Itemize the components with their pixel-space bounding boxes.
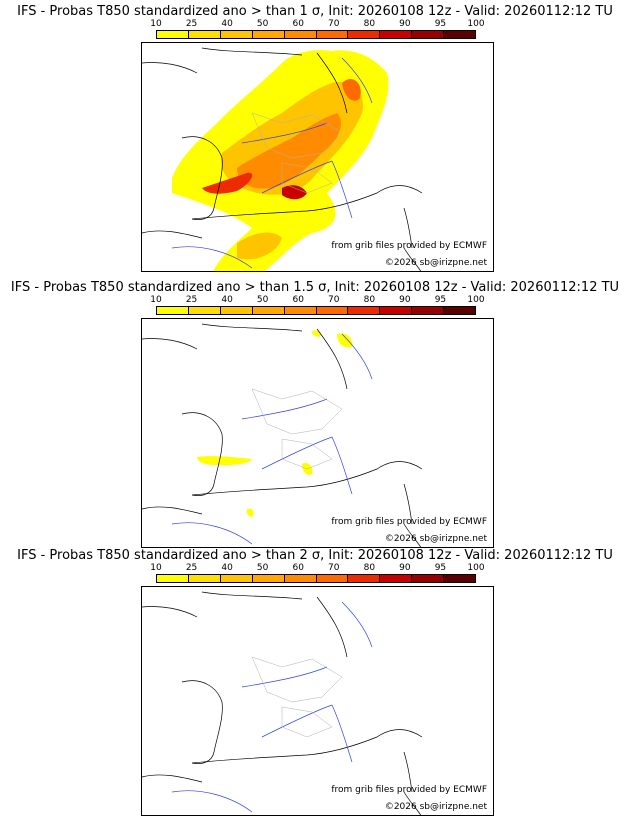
scale-tick-label: 95: [434, 19, 447, 29]
source-credit: from grib files provided by ECMWF: [331, 517, 487, 527]
rivers: [171, 601, 373, 813]
scale-swatch: [188, 307, 221, 314]
map-svg: [142, 323, 423, 547]
scale-swatch: [348, 575, 381, 582]
scale-tick-label: 10: [150, 295, 162, 305]
scale-swatch: [380, 31, 413, 38]
borders: [251, 388, 343, 470]
panel-title: IFS - Probas T850 standardized ano > tha…: [17, 4, 613, 19]
map-svg: [142, 591, 423, 815]
scale-swatch: [284, 575, 317, 582]
scale-swatch: [316, 575, 349, 582]
scale-swatch: [380, 575, 413, 582]
scale-swatch: [220, 575, 253, 582]
scale-swatch: [444, 31, 476, 38]
scale-tick-label: 60: [292, 295, 304, 305]
scale-swatch: [412, 31, 445, 38]
borders: [251, 656, 343, 738]
source-credit: from grib files provided by ECMWF: [331, 241, 487, 251]
scale-swatch: [380, 307, 413, 314]
scale-swatch: [348, 31, 381, 38]
scale-tick-label: 100: [467, 19, 485, 29]
scale-swatch: [444, 575, 476, 582]
scale-tick-label: 40: [221, 19, 233, 29]
scale-tick-label: 60: [292, 563, 304, 573]
scale-swatch: [316, 31, 349, 38]
scale-tick-label: 90: [399, 295, 411, 305]
coastlines: [142, 47, 423, 271]
scale-tick-label: 80: [363, 19, 376, 29]
scale-swatch: [188, 575, 221, 582]
scale-swatch: [188, 31, 221, 38]
map-frame[interactable]: from grib files provided by ECMWF ©2026 …: [141, 42, 494, 272]
rivers: [171, 333, 373, 545]
probability-field: [172, 50, 389, 271]
scale-tick-label: 50: [256, 19, 269, 29]
scale-swatch: [412, 307, 445, 314]
scale-swatch: [157, 575, 189, 582]
scale-tick-label: 95: [434, 563, 447, 573]
coastlines: [142, 591, 423, 815]
scale-tick-label: 95: [434, 295, 447, 305]
scale-swatch: [444, 307, 476, 314]
scale-tick-label: 50: [256, 563, 269, 573]
map-frame[interactable]: from grib files provided by ECMWF ©2026 …: [141, 318, 494, 548]
rivers: [171, 57, 373, 269]
scale-bar: [156, 30, 476, 39]
scale-bar: [156, 574, 476, 583]
scale-swatch: [284, 31, 317, 38]
scale-swatch: [157, 31, 189, 38]
scale-tick-label: 40: [221, 563, 233, 573]
scale-tick-label: 70: [328, 19, 340, 29]
map-panel-3: IFS - Probas T850 standardized ano > tha…: [0, 548, 630, 816]
scale-swatch: [252, 575, 285, 582]
copyright-credit: ©2026 sb@irizpne.net: [384, 534, 487, 544]
scale-swatch: [348, 307, 381, 314]
scale-tick-label: 40: [221, 295, 233, 305]
scale-tick-label: 10: [150, 19, 162, 29]
scale-tick-label: 25: [185, 19, 198, 29]
scale-tick-label: 25: [185, 563, 198, 573]
scale-swatch: [252, 307, 285, 314]
scale-swatch: [284, 307, 317, 314]
coastlines: [142, 323, 423, 547]
source-credit: from grib files provided by ECMWF: [331, 785, 487, 795]
map-panel-1: IFS - Probas T850 standardized ano > tha…: [0, 4, 630, 272]
scale-tick-label: 90: [399, 563, 411, 573]
scale-tick-label: 70: [328, 563, 340, 573]
scale-tick-label: 80: [363, 563, 376, 573]
scale-swatch: [316, 307, 349, 314]
scale-swatch: [220, 307, 253, 314]
scale-tick-label: 100: [467, 563, 485, 573]
scale-tick-label: 80: [363, 295, 376, 305]
color-scale: 10 25 40 50 60 70 80 90 95 100: [150, 19, 485, 41]
copyright-credit: ©2026 sb@irizpne.net: [384, 258, 487, 268]
scale-tick-label: 50: [256, 295, 269, 305]
color-scale: 10 25 40 50 60 70 80 90 95 100: [150, 295, 485, 317]
scale-tick-label: 60: [292, 19, 304, 29]
scale-swatch: [252, 31, 285, 38]
scale-tick-label: 25: [185, 295, 198, 305]
map-frame[interactable]: from grib files provided by ECMWF ©2026 …: [141, 586, 494, 816]
map-svg: [142, 47, 423, 271]
borders: [251, 112, 343, 194]
map-panel-2: IFS - Probas T850 standardized ano > tha…: [0, 280, 630, 548]
probability-field: [197, 330, 353, 517]
panel-title: IFS - Probas T850 standardized ano > tha…: [17, 548, 613, 563]
copyright-credit: ©2026 sb@irizpne.net: [384, 802, 487, 812]
scale-tick-label: 70: [328, 295, 340, 305]
scale-tick-label: 90: [399, 19, 411, 29]
color-scale: 10 25 40 50 60 70 80 90 95 100: [150, 563, 485, 585]
scale-swatch: [220, 31, 253, 38]
scale-swatch: [157, 307, 189, 314]
scale-tick-label: 10: [150, 563, 162, 573]
scale-swatch: [412, 575, 445, 582]
scale-tick-label: 100: [467, 295, 485, 305]
scale-bar: [156, 306, 476, 315]
panel-title: IFS - Probas T850 standardized ano > tha…: [10, 280, 620, 295]
